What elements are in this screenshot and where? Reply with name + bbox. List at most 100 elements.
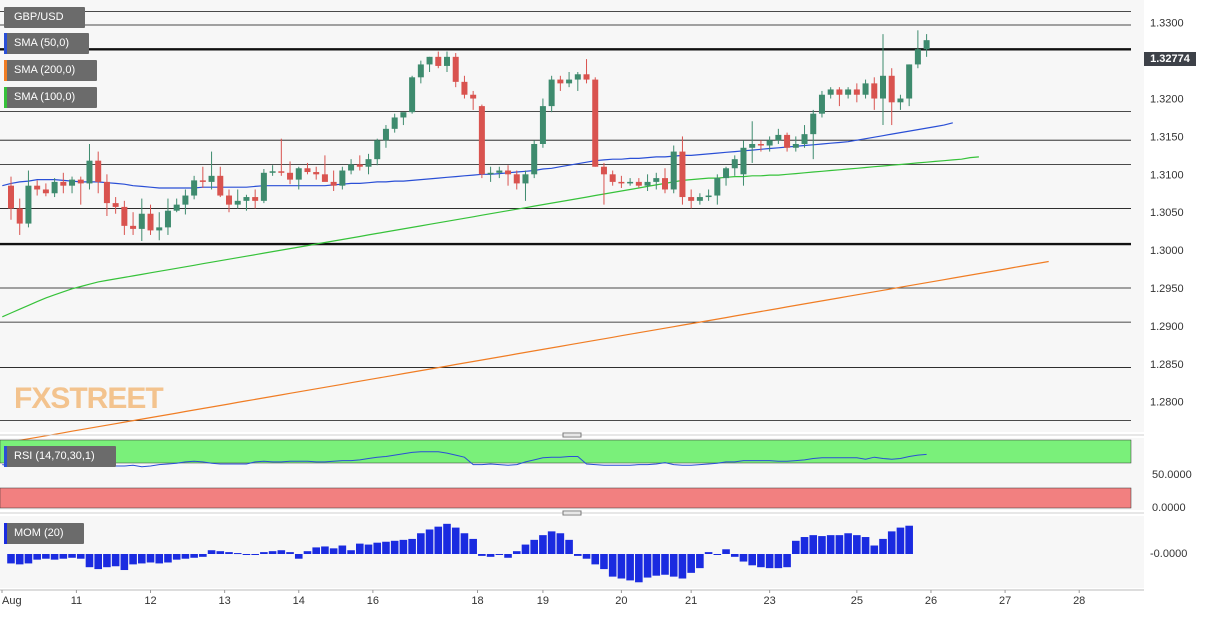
price-tick-label: 1.3150 (1150, 131, 1184, 143)
mom-bar (547, 531, 556, 554)
mom-bar (7, 554, 15, 564)
candle (191, 175, 198, 200)
mom-bar (172, 554, 181, 560)
mom-bar (635, 554, 643, 583)
candle-body (191, 180, 198, 196)
candle (278, 138, 285, 176)
candle (365, 153, 372, 175)
candle (382, 125, 389, 148)
mom-bar (260, 552, 268, 554)
candle-body (714, 178, 721, 196)
mom-bar (373, 542, 382, 554)
mom-bar (783, 554, 791, 568)
candle (836, 87, 843, 107)
candle (470, 90, 477, 110)
candle (304, 162, 311, 175)
candle (25, 170, 32, 228)
rsi-label: RSI (14,70,30,1) (14, 450, 95, 462)
candle-body (731, 159, 738, 169)
candle (243, 194, 250, 211)
time-tick-label: 18 (471, 595, 483, 607)
candle (731, 155, 738, 176)
mom-bar (539, 535, 547, 554)
candle-body (304, 168, 311, 173)
mom-bar (887, 531, 896, 554)
candle (566, 72, 573, 88)
mom-badge[interactable]: MOM (20) (4, 523, 84, 544)
candle (444, 51, 450, 72)
candle-body (801, 134, 808, 144)
candle (548, 75, 555, 113)
sma200-badge[interactable]: SMA (200,0) (4, 60, 97, 81)
candle-body (356, 164, 363, 167)
candle-body (679, 151, 686, 198)
candle-body (452, 56, 459, 82)
mom-bar (181, 554, 190, 559)
mom-bar (417, 533, 425, 554)
mom-bar (164, 554, 172, 563)
time-tick-label: 13 (219, 595, 231, 607)
candle-body (853, 89, 860, 95)
mom-bar (451, 527, 460, 554)
candle-body (295, 168, 302, 180)
sma200-line (2, 260, 1049, 444)
sma50-badge[interactable]: SMA (50,0) (4, 33, 89, 54)
candle (871, 77, 878, 110)
mom-bar (730, 554, 739, 557)
candle-body (69, 179, 76, 186)
rsi-badge[interactable]: RSI (14,70,30,1) (4, 446, 116, 467)
mom-bar (390, 540, 399, 554)
candle-body (95, 160, 102, 182)
mom-bar (844, 533, 852, 554)
candle-body (60, 181, 67, 186)
candle (487, 166, 494, 182)
mom-bar (774, 554, 783, 569)
candle-body (243, 197, 250, 201)
candle-body (470, 94, 477, 99)
mom-bar (704, 552, 713, 554)
price-tick-label: 1.3000 (1150, 245, 1184, 257)
sma100-color-stripe (4, 87, 7, 108)
rsi-overbought-zone (0, 439, 1132, 464)
candle-body (321, 174, 328, 182)
mom-bar (294, 554, 303, 559)
mom-bar (50, 554, 59, 560)
candle-body (548, 79, 555, 107)
mom-bar (146, 554, 155, 563)
candle-body (417, 64, 424, 78)
candle-body (670, 151, 677, 190)
price-panel-bg (0, 0, 1144, 432)
candle-body (723, 168, 730, 179)
candle (173, 198, 180, 213)
candle-body (792, 144, 799, 148)
symbol-badge[interactable]: GBP/USD (4, 7, 85, 28)
mom-bar (286, 552, 294, 554)
candle-body (618, 181, 625, 184)
candle (862, 79, 869, 99)
time-tick-label: 28 (1073, 595, 1085, 607)
candle (156, 212, 163, 241)
mom-bar (765, 554, 774, 569)
candle (574, 72, 581, 91)
candle-body (566, 79, 573, 84)
candle-body (749, 144, 756, 148)
mom-bar (687, 554, 695, 573)
resize-handle-1[interactable] (562, 432, 582, 438)
mom-bar (853, 535, 861, 554)
mom-bar (748, 554, 756, 566)
candle-body (836, 89, 843, 95)
mom-bar (321, 546, 329, 554)
candle-body (496, 170, 503, 173)
mom-bar (861, 537, 870, 554)
candle-body (382, 128, 389, 141)
mom-bar (399, 539, 408, 554)
mom-bar (94, 554, 102, 570)
sma100-badge[interactable]: SMA (100,0) (4, 87, 97, 108)
mom-bar (425, 529, 434, 554)
resize-handle-2[interactable] (562, 510, 582, 516)
candle (478, 104, 485, 179)
candle-body (260, 172, 267, 201)
candle-body (147, 213, 154, 231)
candle-body (287, 172, 294, 180)
